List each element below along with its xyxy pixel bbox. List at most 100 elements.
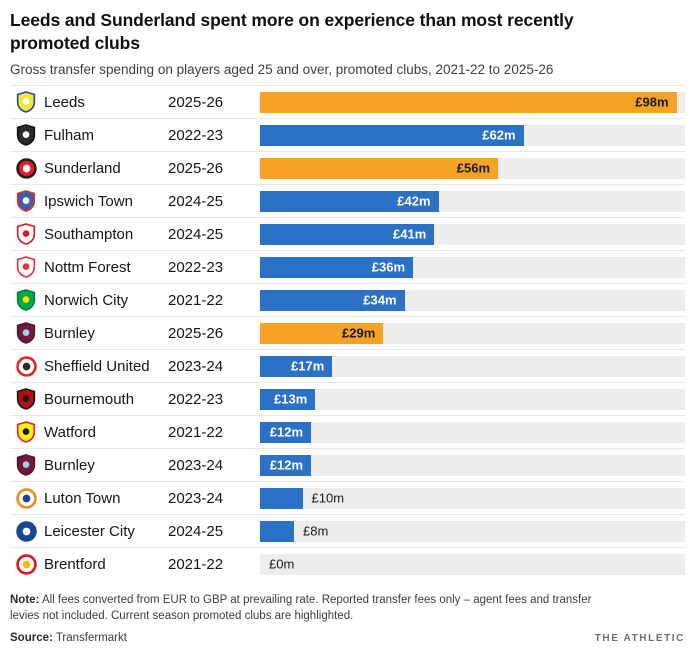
club-badge-icon <box>14 354 38 378</box>
season-label: 2021-22 <box>168 291 224 309</box>
bar-track: £34m <box>260 289 685 311</box>
source-text: Transfermarkt <box>52 632 127 645</box>
bar-value-label: £41m <box>393 226 427 242</box>
club-badge-icon <box>14 387 38 411</box>
publisher-logo: THE ATHLETIC <box>594 633 685 645</box>
season-label: 2025-26 <box>168 93 224 111</box>
club-badge-icon <box>14 453 38 477</box>
bar-track: £8m <box>260 520 685 542</box>
footnote-label: Note: <box>10 594 40 607</box>
bar-track: £36m <box>260 256 685 278</box>
season-label: 2022-23 <box>168 258 224 276</box>
season-label: 2025-26 <box>168 324 224 342</box>
footnote: Note: All fees converted from EUR to GBP… <box>10 592 595 624</box>
chart-row: Ipswich Town 2024-25 £42m <box>10 184 685 217</box>
bar-track: £29m <box>260 322 685 344</box>
bar-value-label: £8m <box>303 523 329 539</box>
bar-value-label: £34m <box>363 292 397 308</box>
bar-value-label: £13m <box>274 391 308 407</box>
bar-fill <box>260 355 333 377</box>
bar-value-label: £62m <box>482 127 516 143</box>
bar-fill <box>260 157 498 179</box>
bar-fill <box>260 322 384 344</box>
season-label: 2025-26 <box>168 159 224 177</box>
club-name-label: Nottm Forest <box>44 258 131 276</box>
bar-track: £98m <box>260 91 685 113</box>
season-label: 2021-22 <box>168 423 224 441</box>
bar-value-label: £17m <box>291 358 325 374</box>
bar-track: £10m <box>260 487 685 509</box>
bar-track: £13m <box>260 388 685 410</box>
bar-fill <box>260 91 677 113</box>
chart-row: Bournemouth 2022-23 £13m <box>10 382 685 415</box>
club-name-label: Watford <box>44 423 96 441</box>
chart-row: Burnley 2025-26 £29m <box>10 316 685 349</box>
chart-subtitle: Gross transfer spending on players aged … <box>10 62 554 78</box>
bar-track: £12m <box>260 421 685 443</box>
bar-track: £41m <box>260 223 685 245</box>
chart-row: Watford 2021-22 £12m <box>10 415 685 448</box>
bar-value-label: £29m <box>342 325 376 341</box>
club-name-label: Southampton <box>44 225 134 243</box>
club-name-label: Leicester City <box>44 522 135 540</box>
club-badge-icon <box>14 321 38 345</box>
bar-fill <box>260 124 524 146</box>
chart-row: Leicester City 2024-25 £8m <box>10 514 685 547</box>
bar-fill <box>260 520 294 542</box>
bar-fill <box>260 223 435 245</box>
season-label: 2022-23 <box>168 126 224 144</box>
chart-rows: Leeds 2025-26 £98m Fulham 2022-23 £62m S… <box>10 85 685 580</box>
chart-row: Burnley 2023-24 £12m <box>10 448 685 481</box>
chart-row: Norwich City 2021-22 £34m <box>10 283 685 316</box>
chart-row: Southampton 2024-25 £41m <box>10 217 685 250</box>
source-label: Source: <box>10 632 53 645</box>
club-badge-icon <box>14 255 38 279</box>
club-badge-icon <box>14 90 38 114</box>
season-label: 2023-24 <box>168 456 224 474</box>
bar-fill <box>260 256 413 278</box>
club-badge-icon <box>14 123 38 147</box>
bar-value-label: £10m <box>311 490 345 506</box>
club-name-label: Sheffield United <box>44 357 150 375</box>
season-label: 2024-25 <box>168 522 224 540</box>
chart-row: Sheffield United 2023-24 £17m <box>10 349 685 382</box>
club-badge-icon <box>14 189 38 213</box>
bar-value-label: £42m <box>397 193 431 209</box>
footnote-text: All fees converted from EUR to GBP at pr… <box>10 594 592 623</box>
club-name-label: Norwich City <box>44 291 129 309</box>
bar-fill <box>260 388 316 410</box>
chart-row: Luton Town 2023-24 £10m <box>10 481 685 514</box>
bar-value-label: £12m <box>269 457 303 473</box>
club-name-label: Leeds <box>44 93 85 111</box>
club-name-label: Bournemouth <box>44 390 135 408</box>
bar-fill <box>260 190 439 212</box>
bar-track: £56m <box>260 157 685 179</box>
club-badge-icon <box>14 420 38 444</box>
bar-track: £12m <box>260 454 685 476</box>
source: Source: Transfermarkt <box>10 632 127 644</box>
chart-title: Leeds and Sunderland spent more on exper… <box>10 10 574 54</box>
chart-row: Sunderland 2025-26 £56m <box>10 151 685 184</box>
bar-fill <box>260 421 311 443</box>
chart-row: Brentford 2021-22 £0m <box>10 547 685 580</box>
club-badge-icon <box>14 486 38 510</box>
bar-track: £17m <box>260 355 685 377</box>
bar-value-label: £12m <box>269 424 303 440</box>
club-name-label: Sunderland <box>44 159 121 177</box>
club-badge-icon <box>14 222 38 246</box>
season-label: 2024-25 <box>168 225 224 243</box>
season-label: 2024-25 <box>168 192 224 210</box>
club-badge-icon <box>14 519 38 543</box>
chart-row: Nottm Forest 2022-23 £36m <box>10 250 685 283</box>
chart-row: Fulham 2022-23 £62m <box>10 118 685 151</box>
bar-fill <box>260 487 303 509</box>
season-label: 2023-24 <box>168 489 224 507</box>
club-name-label: Burnley <box>44 324 95 342</box>
club-badge-icon <box>14 288 38 312</box>
bar-value-label: £98m <box>635 94 669 110</box>
club-name-label: Luton Town <box>44 489 121 507</box>
season-label: 2022-23 <box>168 390 224 408</box>
bar-fill <box>260 454 311 476</box>
club-name-label: Burnley <box>44 456 95 474</box>
